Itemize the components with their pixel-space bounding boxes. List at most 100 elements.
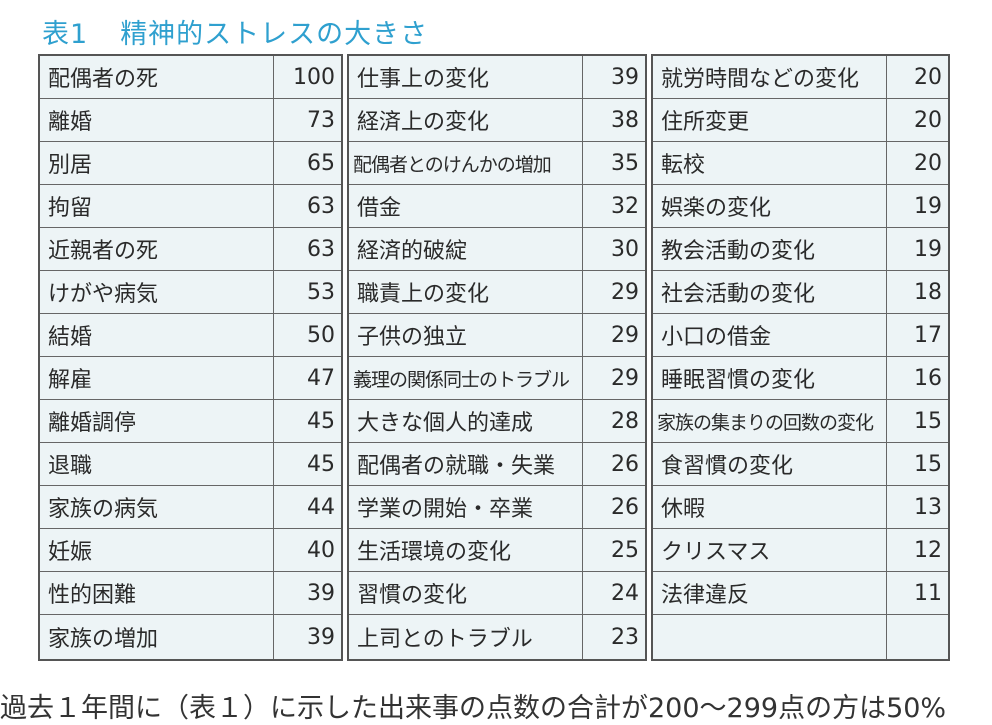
event-label: クリスマス — [651, 528, 887, 572]
stress-score: 29 — [581, 270, 647, 314]
stress-score: 32 — [581, 184, 647, 228]
table-row: 解雇 47 — [38, 356, 343, 400]
event-label: 近親者の死 — [38, 227, 274, 271]
event-label: 休暇 — [651, 485, 887, 529]
stress-score: 73 — [272, 98, 343, 142]
table-number: 表1 — [42, 19, 89, 50]
stress-score: 28 — [581, 399, 647, 443]
event-label: 就労時間などの変化 — [651, 54, 887, 99]
stress-score: 15 — [885, 442, 950, 486]
table-row: 結婚 50 — [38, 313, 343, 357]
event-label: 睡眠習慣の変化 — [651, 356, 887, 400]
stress-score: 19 — [885, 184, 950, 228]
event-label: 離婚 — [38, 98, 274, 142]
event-label: 学業の開始・卒業 — [347, 485, 583, 529]
table-row: 離婚 73 — [38, 98, 343, 142]
stress-score: 13 — [885, 485, 950, 529]
event-label: 離婚調停 — [38, 399, 274, 443]
stress-score: 24 — [581, 571, 647, 615]
table-row: 休暇 13 — [651, 485, 950, 529]
table-row: 配偶者の就職・失業 26 — [347, 442, 647, 486]
table-row: クリスマス 12 — [651, 528, 950, 572]
table-caption: 精神的ストレスの大きさ — [120, 19, 429, 50]
event-label: 義理の関係同士のトラブル — [347, 356, 583, 400]
table-row: 借金 32 — [347, 184, 647, 228]
table-row — [651, 614, 950, 661]
table-row: 転校 20 — [651, 141, 950, 185]
event-label: 解雇 — [38, 356, 274, 400]
stress-score: 53 — [272, 270, 343, 314]
event-label: 生活環境の変化 — [347, 528, 583, 572]
stress-table-group: 配偶者の死 100 離婚 73 別居 65 拘留 63 近親者の死 63 けがや病気 53 結婚 50 解雇… — [38, 54, 950, 661]
event-label: 配偶者とのけんかの増加 — [347, 141, 583, 185]
event-label: 退職 — [38, 442, 274, 486]
stress-score: 17 — [885, 313, 950, 357]
stress-score: 12 — [885, 528, 950, 572]
event-label: 転校 — [651, 141, 887, 185]
table-row: 睡眠習慣の変化 16 — [651, 356, 950, 400]
event-label — [651, 614, 887, 661]
stress-score: 65 — [272, 141, 343, 185]
table-row: 配偶者の死 100 — [38, 54, 343, 99]
table-row: 小口の借金 17 — [651, 313, 950, 357]
stress-table-col-1: 配偶者の死 100 離婚 73 別居 65 拘留 63 近親者の死 63 けがや病気 53 結婚 50 解雇… — [38, 54, 343, 661]
event-label: 借金 — [347, 184, 583, 228]
stress-score: 63 — [272, 184, 343, 228]
stress-score: 20 — [885, 98, 950, 142]
event-label: 拘留 — [38, 184, 274, 228]
event-label: 小口の借金 — [651, 313, 887, 357]
table-row: 退職 45 — [38, 442, 343, 486]
stress-score: 29 — [581, 313, 647, 357]
stress-score: 29 — [581, 356, 647, 400]
table-row: 学業の開始・卒業 26 — [347, 485, 647, 529]
event-label: 上司とのトラブル — [347, 614, 583, 661]
table-row: 義理の関係同士のトラブル 29 — [347, 356, 647, 400]
table-row: 法律違反 11 — [651, 571, 950, 615]
stress-score: 30 — [581, 227, 647, 271]
table-row: 別居 65 — [38, 141, 343, 185]
table-row: 大きな個人的達成 28 — [347, 399, 647, 443]
stress-table-body: 配偶者の死 100 離婚 73 別居 65 拘留 63 近親者の死 63 けがや病気 53 結婚 50 解雇… — [38, 54, 343, 661]
event-label: 家族の増加 — [38, 614, 274, 661]
stress-score — [885, 614, 950, 661]
stress-score: 35 — [581, 141, 647, 185]
event-label: 性的困難 — [38, 571, 274, 615]
event-label: 配偶者の就職・失業 — [347, 442, 583, 486]
stress-score: 100 — [272, 54, 343, 99]
table-row: 家族の病気 44 — [38, 485, 343, 529]
stress-score: 20 — [885, 141, 950, 185]
event-label: 家族の病気 — [38, 485, 274, 529]
table-row: 経済的破綻 30 — [347, 227, 647, 271]
stress-table-col-2: 仕事上の変化 39 経済上の変化 38 配偶者とのけんかの増加 35 借金 32 経済的破綻 30… — [347, 54, 647, 661]
event-label: 経済的破綻 — [347, 227, 583, 271]
stress-score: 39 — [272, 614, 343, 661]
table-row: 家族の増加 39 — [38, 614, 343, 661]
table-row: 社会活動の変化 18 — [651, 270, 950, 314]
event-label: 法律違反 — [651, 571, 887, 615]
stress-score: 39 — [272, 571, 343, 615]
stress-score: 26 — [581, 485, 647, 529]
table-row: 近親者の死 63 — [38, 227, 343, 271]
table-row: 妊娠 40 — [38, 528, 343, 572]
stress-score: 45 — [272, 399, 343, 443]
table-row: 住所変更 20 — [651, 98, 950, 142]
stress-table-col-3: 就労時間などの変化 20 住所変更 20 転校 20 娯楽の変化 19 教会活動の変化 19 社会活… — [651, 54, 950, 661]
event-label: 経済上の変化 — [347, 98, 583, 142]
stress-score: 40 — [272, 528, 343, 572]
event-label: 家族の集まりの回数の変化 — [651, 399, 887, 443]
event-label: 教会活動の変化 — [651, 227, 887, 271]
event-label: 娯楽の変化 — [651, 184, 887, 228]
table-row: 子供の独立 29 — [347, 313, 647, 357]
stress-score: 23 — [581, 614, 647, 661]
table-row: 娯楽の変化 19 — [651, 184, 950, 228]
table-row: 上司とのトラブル 23 — [347, 614, 647, 661]
stress-score: 44 — [272, 485, 343, 529]
event-label: 妊娠 — [38, 528, 274, 572]
table-row: 就労時間などの変化 20 — [651, 54, 950, 99]
footer-text: 過去１年間に（表１）に示した出来事の点数の合計が200～299点の方は50% — [0, 693, 947, 724]
stress-score: 19 — [885, 227, 950, 271]
event-label: 住所変更 — [651, 98, 887, 142]
table-row: 習慣の変化 24 — [347, 571, 647, 615]
stress-score: 38 — [581, 98, 647, 142]
stress-table-body: 仕事上の変化 39 経済上の変化 38 配偶者とのけんかの増加 35 借金 32 経済的破綻 30… — [347, 54, 647, 661]
